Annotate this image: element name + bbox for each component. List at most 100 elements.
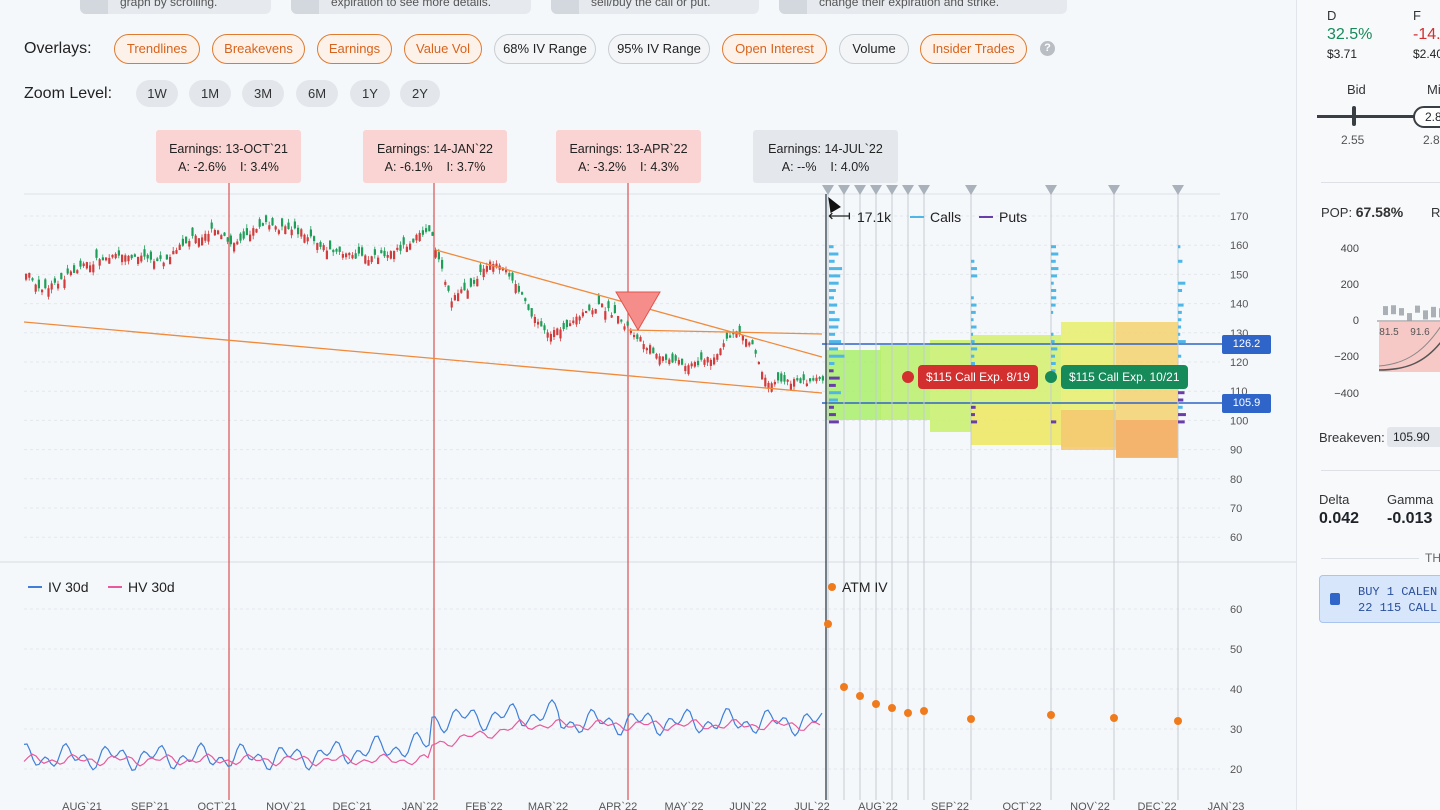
trade-summary-line2: 22 115 CALL <box>1358 601 1438 615</box>
tip-icon <box>779 0 807 14</box>
earnings-label-jan22[interactable]: Earnings: 14-JAN`22 A: -6.1% I: 3.7% <box>363 130 507 183</box>
candle-body <box>204 233 207 241</box>
candle-body <box>661 356 664 361</box>
tip-text: change their expiration and strike. <box>819 0 1000 9</box>
call-oi-bar <box>829 325 839 329</box>
candle-body <box>649 345 652 354</box>
candle-body <box>37 279 40 289</box>
mid-price-input[interactable]: 2.8 <box>1413 106 1440 128</box>
call-oi-bar <box>829 245 834 249</box>
candle-body <box>313 236 316 242</box>
candle-body <box>300 229 303 237</box>
calls-legend[interactable]: Calls <box>910 209 961 225</box>
hv-legend-label: HV 30d <box>128 579 175 595</box>
candle-body <box>441 259 444 269</box>
call-oi-bar <box>971 296 974 300</box>
earnings-detail: A: -3.2% I: 4.3% <box>578 160 679 174</box>
candle-body <box>658 356 661 365</box>
zoom-1y-button[interactable]: 1Y <box>350 80 390 107</box>
candle-body <box>527 304 530 310</box>
candle-body <box>370 256 373 263</box>
insider-trade-marker-icon <box>615 291 661 331</box>
zoom-1w-button[interactable]: 1W <box>136 80 178 107</box>
candle-body <box>588 304 591 311</box>
bid-slider-handle[interactable] <box>1352 106 1356 126</box>
zoom-1m-button[interactable]: 1M <box>189 80 231 107</box>
puts-swatch-icon <box>979 216 993 218</box>
zoom-3m-button[interactable]: 3M <box>242 80 284 107</box>
candle-body <box>684 366 687 372</box>
overlay-open-interest-button[interactable]: Open Interest <box>722 34 827 64</box>
call-leg-2-dot-icon[interactable] <box>1045 371 1057 383</box>
overlay-earnings-button[interactable]: Earnings <box>317 34 392 64</box>
candle-body <box>338 246 341 252</box>
iv-30d-legend[interactable]: IV 30d <box>28 579 88 595</box>
price-tick-label: 120 <box>1230 357 1248 369</box>
x-tick-label: APR`22 <box>599 801 638 810</box>
call-oi-bar <box>1051 289 1057 292</box>
candle-body <box>722 343 725 347</box>
earnings-label-oct21[interactable]: Earnings: 13-OCT`21 A: -2.6% I: 3.4% <box>156 130 301 183</box>
earnings-detail: A: --% I: 4.0% <box>781 160 870 174</box>
zoom-2y-button[interactable]: 2Y <box>400 80 440 107</box>
candle-body <box>325 250 328 260</box>
hv-30d-legend[interactable]: HV 30d <box>108 579 175 595</box>
bid-value: 2.55 <box>1341 133 1365 147</box>
call-oi-bar <box>829 296 834 300</box>
overlay-trendlines-button[interactable]: Trendlines <box>114 34 200 64</box>
overlay-value-vol-button[interactable]: Value Vol <box>404 34 482 64</box>
copy-icon[interactable] <box>1330 593 1340 605</box>
candle-body <box>357 246 360 254</box>
candle-body <box>460 289 463 293</box>
price-tick-label: 100 <box>1230 415 1248 427</box>
candle-body <box>466 290 469 299</box>
price-chart[interactable]: 1701601501401301201101009080706060504030… <box>0 0 1296 810</box>
put-oi-bar <box>971 420 978 424</box>
atm-iv-point <box>1047 711 1055 719</box>
call-leg-1-tag[interactable]: $115 Call Exp. 8/19 <box>918 365 1038 389</box>
column-d-percent: 32.5% <box>1327 26 1373 43</box>
candle-body <box>620 319 623 322</box>
candle-body <box>645 348 648 351</box>
mid-label: Mi <box>1427 82 1440 97</box>
call-oi-bar <box>829 391 841 395</box>
candle-body <box>386 254 389 258</box>
candle-body <box>799 378 802 384</box>
overlay-68-iv-range-button[interactable]: 68% IV Range <box>494 34 596 64</box>
call-oi-bar <box>971 354 975 358</box>
help-icon[interactable]: ? <box>1040 41 1055 56</box>
earnings-label-apr22[interactable]: Earnings: 13-APR`22 A: -3.2% I: 4.3% <box>556 130 701 183</box>
trade-summary-card[interactable]: BUY 1 CALEN 22 115 CALL <box>1319 575 1440 623</box>
earnings-label-jul22[interactable]: Earnings: 14-JUL`22 A: --% I: 4.0% <box>753 130 898 183</box>
overlay-volume-button[interactable]: Volume <box>839 34 909 64</box>
call-oi-bar <box>829 252 839 256</box>
price-slider-track[interactable] <box>1317 115 1440 118</box>
atm-iv-point <box>856 692 864 700</box>
call-leg-2-tag[interactable]: $115 Call Exp. 10/21 <box>1061 365 1188 389</box>
candle-body <box>809 378 812 382</box>
overlay-95-iv-range-button[interactable]: 95% IV Range <box>608 34 710 64</box>
delta-value: 0.042 <box>1319 510 1360 527</box>
candle-body <box>178 244 181 250</box>
price-tick-label: 70 <box>1230 503 1242 515</box>
candle-body <box>399 244 402 251</box>
expiration-marker-icon <box>822 185 834 195</box>
puts-legend[interactable]: Puts <box>979 209 1027 225</box>
divider <box>1321 470 1440 471</box>
zoom-6m-button[interactable]: 6M <box>296 80 338 107</box>
candle-body <box>92 264 95 273</box>
candle-body <box>319 242 322 247</box>
candle-body <box>607 301 610 309</box>
overlay-breakevens-button[interactable]: Breakevens <box>212 34 305 64</box>
puts-legend-label: Puts <box>999 209 1028 225</box>
atm-swatch-icon <box>828 583 836 591</box>
call-oi-bar <box>1051 259 1056 263</box>
call-oi-bar <box>971 347 978 351</box>
pl-mini-chart[interactable]: 400 200 0 −200 −400 81.5 91.6 <box>1297 232 1440 412</box>
x-tick-label: AUG`21 <box>62 801 102 810</box>
call-leg-1-dot-icon[interactable] <box>902 371 914 383</box>
tip-card: expiration to see more details. <box>291 0 531 14</box>
candle-body <box>41 289 44 293</box>
atm-iv-legend[interactable]: ATM IV <box>828 579 888 595</box>
overlay-insider-trades-button[interactable]: Insider Trades <box>920 34 1027 64</box>
